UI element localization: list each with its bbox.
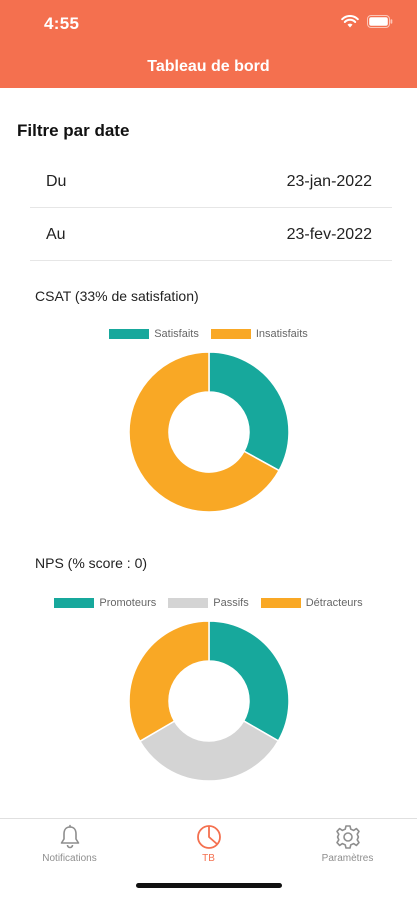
nps-legend: Promoteurs Passifs Détracteurs [0, 597, 417, 609]
nps-legend-swatch [260, 598, 301, 608]
nps-legend-item: Promoteurs [54, 597, 156, 609]
csat-legend-label: Satisfaits [154, 328, 199, 340]
csat-legend-item: Satisfaits [109, 328, 199, 340]
gear-icon [278, 823, 417, 851]
nps-legend-label: Passifs [213, 597, 249, 609]
date-to-label: Au [46, 226, 66, 243]
bell-icon [0, 823, 139, 851]
nps-donut-chart [128, 620, 290, 782]
wifi-icon [341, 15, 359, 28]
csat-legend-item: Insatisfaits [210, 328, 308, 340]
page-title: Tableau de bord [147, 58, 270, 75]
csat-donut-chart [128, 351, 290, 513]
tab-settings[interactable]: Paramètres [278, 823, 417, 864]
date-to-row[interactable]: Au 23-fev-2022 [30, 209, 392, 261]
date-filter-title: Filtre par date [17, 121, 130, 140]
date-from-label: Du [46, 173, 67, 190]
tab-dashboard[interactable]: TB [139, 823, 278, 864]
csat-legend-label: Insatisfaits [255, 328, 308, 340]
status-time: 4:55 [44, 14, 80, 33]
date-from-row[interactable]: Du 23-jan-2022 [30, 156, 392, 208]
pie-chart-icon [139, 823, 278, 851]
battery-icon [367, 15, 393, 28]
csat-slice-insatisfaits [128, 351, 281, 513]
tab-dashboard-label: TB [202, 853, 215, 864]
csat-slice-satisfaits [208, 351, 290, 472]
tab-notifications[interactable]: Notifications [0, 823, 139, 864]
nps-legend-item: Détracteurs [260, 597, 363, 609]
nps-legend-label: Promoteurs [99, 597, 157, 609]
tab-notifications-label: Notifications [42, 853, 97, 864]
nps-slice-detracteurs [128, 620, 210, 743]
tab-settings-label: Paramètres [321, 853, 374, 864]
nps-legend-swatch [54, 598, 95, 608]
app-header: 4:55 Tableau de bord [0, 0, 417, 88]
csat-chart-title: CSAT (33% de satisfation) [35, 288, 199, 304]
nps-slice-passifs [138, 719, 280, 782]
nps-legend-item: Passifs [168, 597, 249, 609]
csat-legend: Satisfaits Insatisfaits [0, 328, 417, 340]
csat-legend-swatch [109, 329, 150, 339]
nps-legend-label: Détracteurs [305, 597, 363, 609]
nps-chart-title: NPS (% score : 0) [35, 555, 148, 571]
date-from-value[interactable]: 23-jan-2022 [286, 173, 372, 190]
nps-slice-promoteurs [208, 620, 290, 742]
date-to-value[interactable]: 23-fev-2022 [286, 226, 372, 243]
home-indicator [136, 883, 282, 888]
nps-legend-swatch [168, 598, 209, 608]
status-icons [341, 15, 393, 28]
csat-legend-swatch [210, 329, 251, 339]
